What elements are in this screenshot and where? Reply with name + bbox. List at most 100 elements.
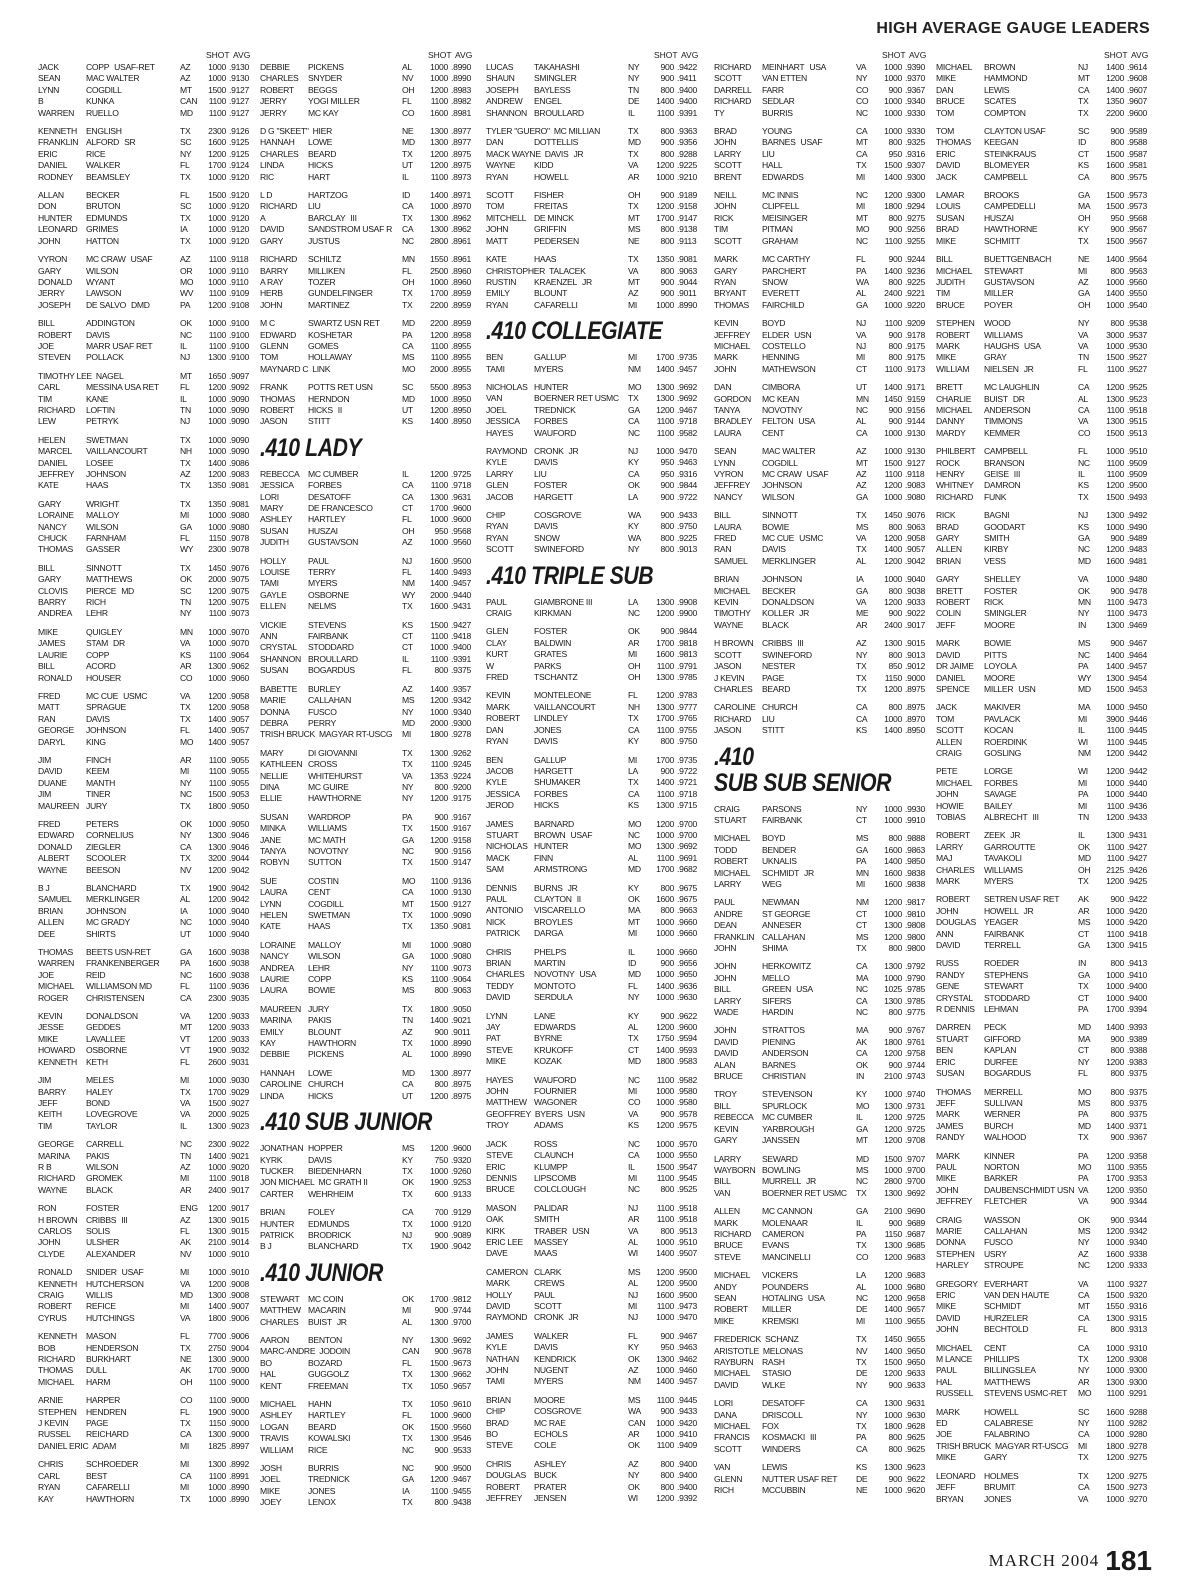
first-name: MICHAEL (714, 1270, 751, 1281)
table-row: KEVIN DONALDSON VA 1200.9033 (38, 1011, 256, 1022)
first-name: JOHN (714, 201, 737, 212)
shooter-name: GLEN FOSTER (486, 480, 628, 491)
shooter-name: JAY EDWARDS (486, 1022, 628, 1033)
average: .9300 (905, 171, 926, 182)
table-row: TAMI MYERS NM 1400.9457 (260, 578, 478, 589)
average: .9225 (677, 532, 698, 543)
shooter-name: CLAY BALDWIN (486, 638, 628, 649)
average: .9735 (677, 352, 698, 363)
shot-count: 1000 (208, 928, 226, 939)
average: .9607 (1127, 84, 1148, 95)
state: AR (180, 661, 192, 672)
state: NC (628, 427, 640, 438)
average: .9000 (229, 1354, 250, 1365)
shot-count: 800 (660, 905, 675, 916)
shot-count: 950 (660, 457, 675, 468)
row-group: JAMES BARNARD MO 1200.9700 STUART BROWN USAF NC… (486, 819, 704, 876)
table-row: DOUGLAS BUCK NY 800.9400 (486, 1470, 704, 1481)
last-name: NELMS (308, 601, 337, 612)
state: VA (180, 1097, 191, 1108)
first-name: RICHARD (714, 62, 752, 72)
shooter-name: NANCY WILSON (38, 522, 180, 533)
table-row: EMILY BLOUNT AZ 900.9011 (486, 288, 704, 299)
shooter-name: GARY JANSSEN (714, 1135, 856, 1146)
average: .9510 (677, 1236, 698, 1247)
last-name: JUSTUS (308, 235, 340, 246)
state: MT (856, 137, 868, 148)
shooter-name: FREDERICK SCHANZ (714, 1334, 856, 1345)
last-name: KENDRICK (534, 1353, 577, 1364)
first-name: STUART (714, 814, 747, 825)
state: ENG (180, 1203, 198, 1214)
average: .8973 (451, 171, 472, 182)
table-row: MICHAEL STASIO DE 1200.9633 (714, 1368, 932, 1379)
average: .9236 (905, 265, 926, 276)
average: .9683 (905, 1251, 926, 1262)
shot-count: 1400 (1106, 649, 1124, 660)
shooter-name: LEONARD GRIMES (38, 224, 180, 235)
row-group: TIMOTHY LEE NAGEL MT 1650.9097 CARL MESSINA U… (38, 371, 256, 428)
last-name: CREWS (534, 1278, 565, 1289)
shooter-name: LYNN LANE (486, 1011, 628, 1022)
suffix: USN (572, 1225, 590, 1236)
table-row: ANDREW ENGEL DE 1400.9400 (486, 96, 704, 107)
shot-count: 1500 (656, 1161, 674, 1172)
table-row: ROBERT BEGGS OH 1200.8983 (260, 85, 478, 96)
last-name: COLE (534, 1440, 557, 1451)
average: .8975 (905, 702, 926, 713)
last-name: FOSTER (534, 626, 568, 637)
last-name: VESS (984, 555, 1006, 566)
last-name: MC MILLIAN (553, 126, 600, 137)
table-row: H BROWN CRIBBS III AZ 1300.9015 (38, 1215, 256, 1226)
first-name: THOMAS (38, 1365, 73, 1376)
table-row: MARC-ANDRE JODOIN CAN 900.9678 (260, 1346, 478, 1357)
state: FL (628, 1330, 638, 1341)
state: AZ (856, 469, 867, 479)
average: .9083 (905, 480, 926, 491)
shooter-name: ROBERT WILLIAMS (936, 330, 1078, 341)
shooter-name: KYRK DAVIS (260, 1155, 402, 1166)
shot-count: 1200 (884, 931, 902, 942)
shot-count: 1200 (430, 404, 448, 415)
first-name: SHANNON (486, 107, 527, 118)
shot-count: 1200 (430, 834, 448, 845)
average: .9420 (677, 1417, 698, 1428)
state: AR (628, 171, 640, 182)
last-name: BOWIE (984, 638, 1012, 649)
shooter-name: MICHAEL HAHN (260, 1399, 402, 1410)
first-name: MIKE (260, 1485, 280, 1496)
shot-count: 1300 (656, 841, 674, 852)
average: .9785 (677, 672, 698, 683)
average: .9457 (451, 578, 472, 589)
shot-count: 1400 (208, 457, 226, 468)
shot-count: 800 (888, 1443, 903, 1454)
shooter-name: RAN DAVIS (714, 544, 856, 555)
shooter-name: DAVID SCOTT (486, 1301, 628, 1312)
last-name: JONES (534, 724, 562, 735)
last-name: JOHNSON (86, 469, 126, 479)
first-name: KATHLEEN (260, 759, 303, 770)
row-group: RONALD SNIDER USAF MI 1000.9010 KENNETH HUTCHE… (38, 1267, 256, 1324)
shooter-name: MATTHEW WAGONER (486, 1097, 628, 1108)
state: NJ (628, 1289, 638, 1300)
average: .9622 (905, 1473, 926, 1484)
page-footer: MARCH 2004 181 (989, 1545, 1152, 1577)
last-name: HOTALING (762, 1292, 803, 1303)
last-name: LIU (762, 713, 775, 724)
shot-count: 1000 (884, 1164, 902, 1175)
table-row: ALAN BARNES OK 900.9744 (714, 1060, 932, 1071)
state: AZ (402, 1026, 413, 1037)
shot-count: 1000 (884, 908, 902, 919)
shooter-name: WADE HARDIN (714, 1007, 856, 1018)
shot-count: 1000 (208, 1482, 226, 1493)
shooter-name: DR JAIME LOYOLA (936, 661, 1078, 672)
shooter-name: FRED MC CUE USMC (714, 533, 856, 544)
shot-count: 1300 (1106, 393, 1124, 404)
state: AK (1078, 894, 1089, 905)
first-name: KYLE (486, 777, 507, 788)
shot-count: 1100 (1106, 736, 1125, 747)
table-row: BARRY MILLIKEN FL 2500.8960 (260, 266, 478, 277)
table-row: LORAINE MALLOY MI 1000.9080 (38, 510, 256, 521)
shot-count: 1200 (884, 190, 902, 201)
first-name: EDWARD (38, 830, 75, 841)
